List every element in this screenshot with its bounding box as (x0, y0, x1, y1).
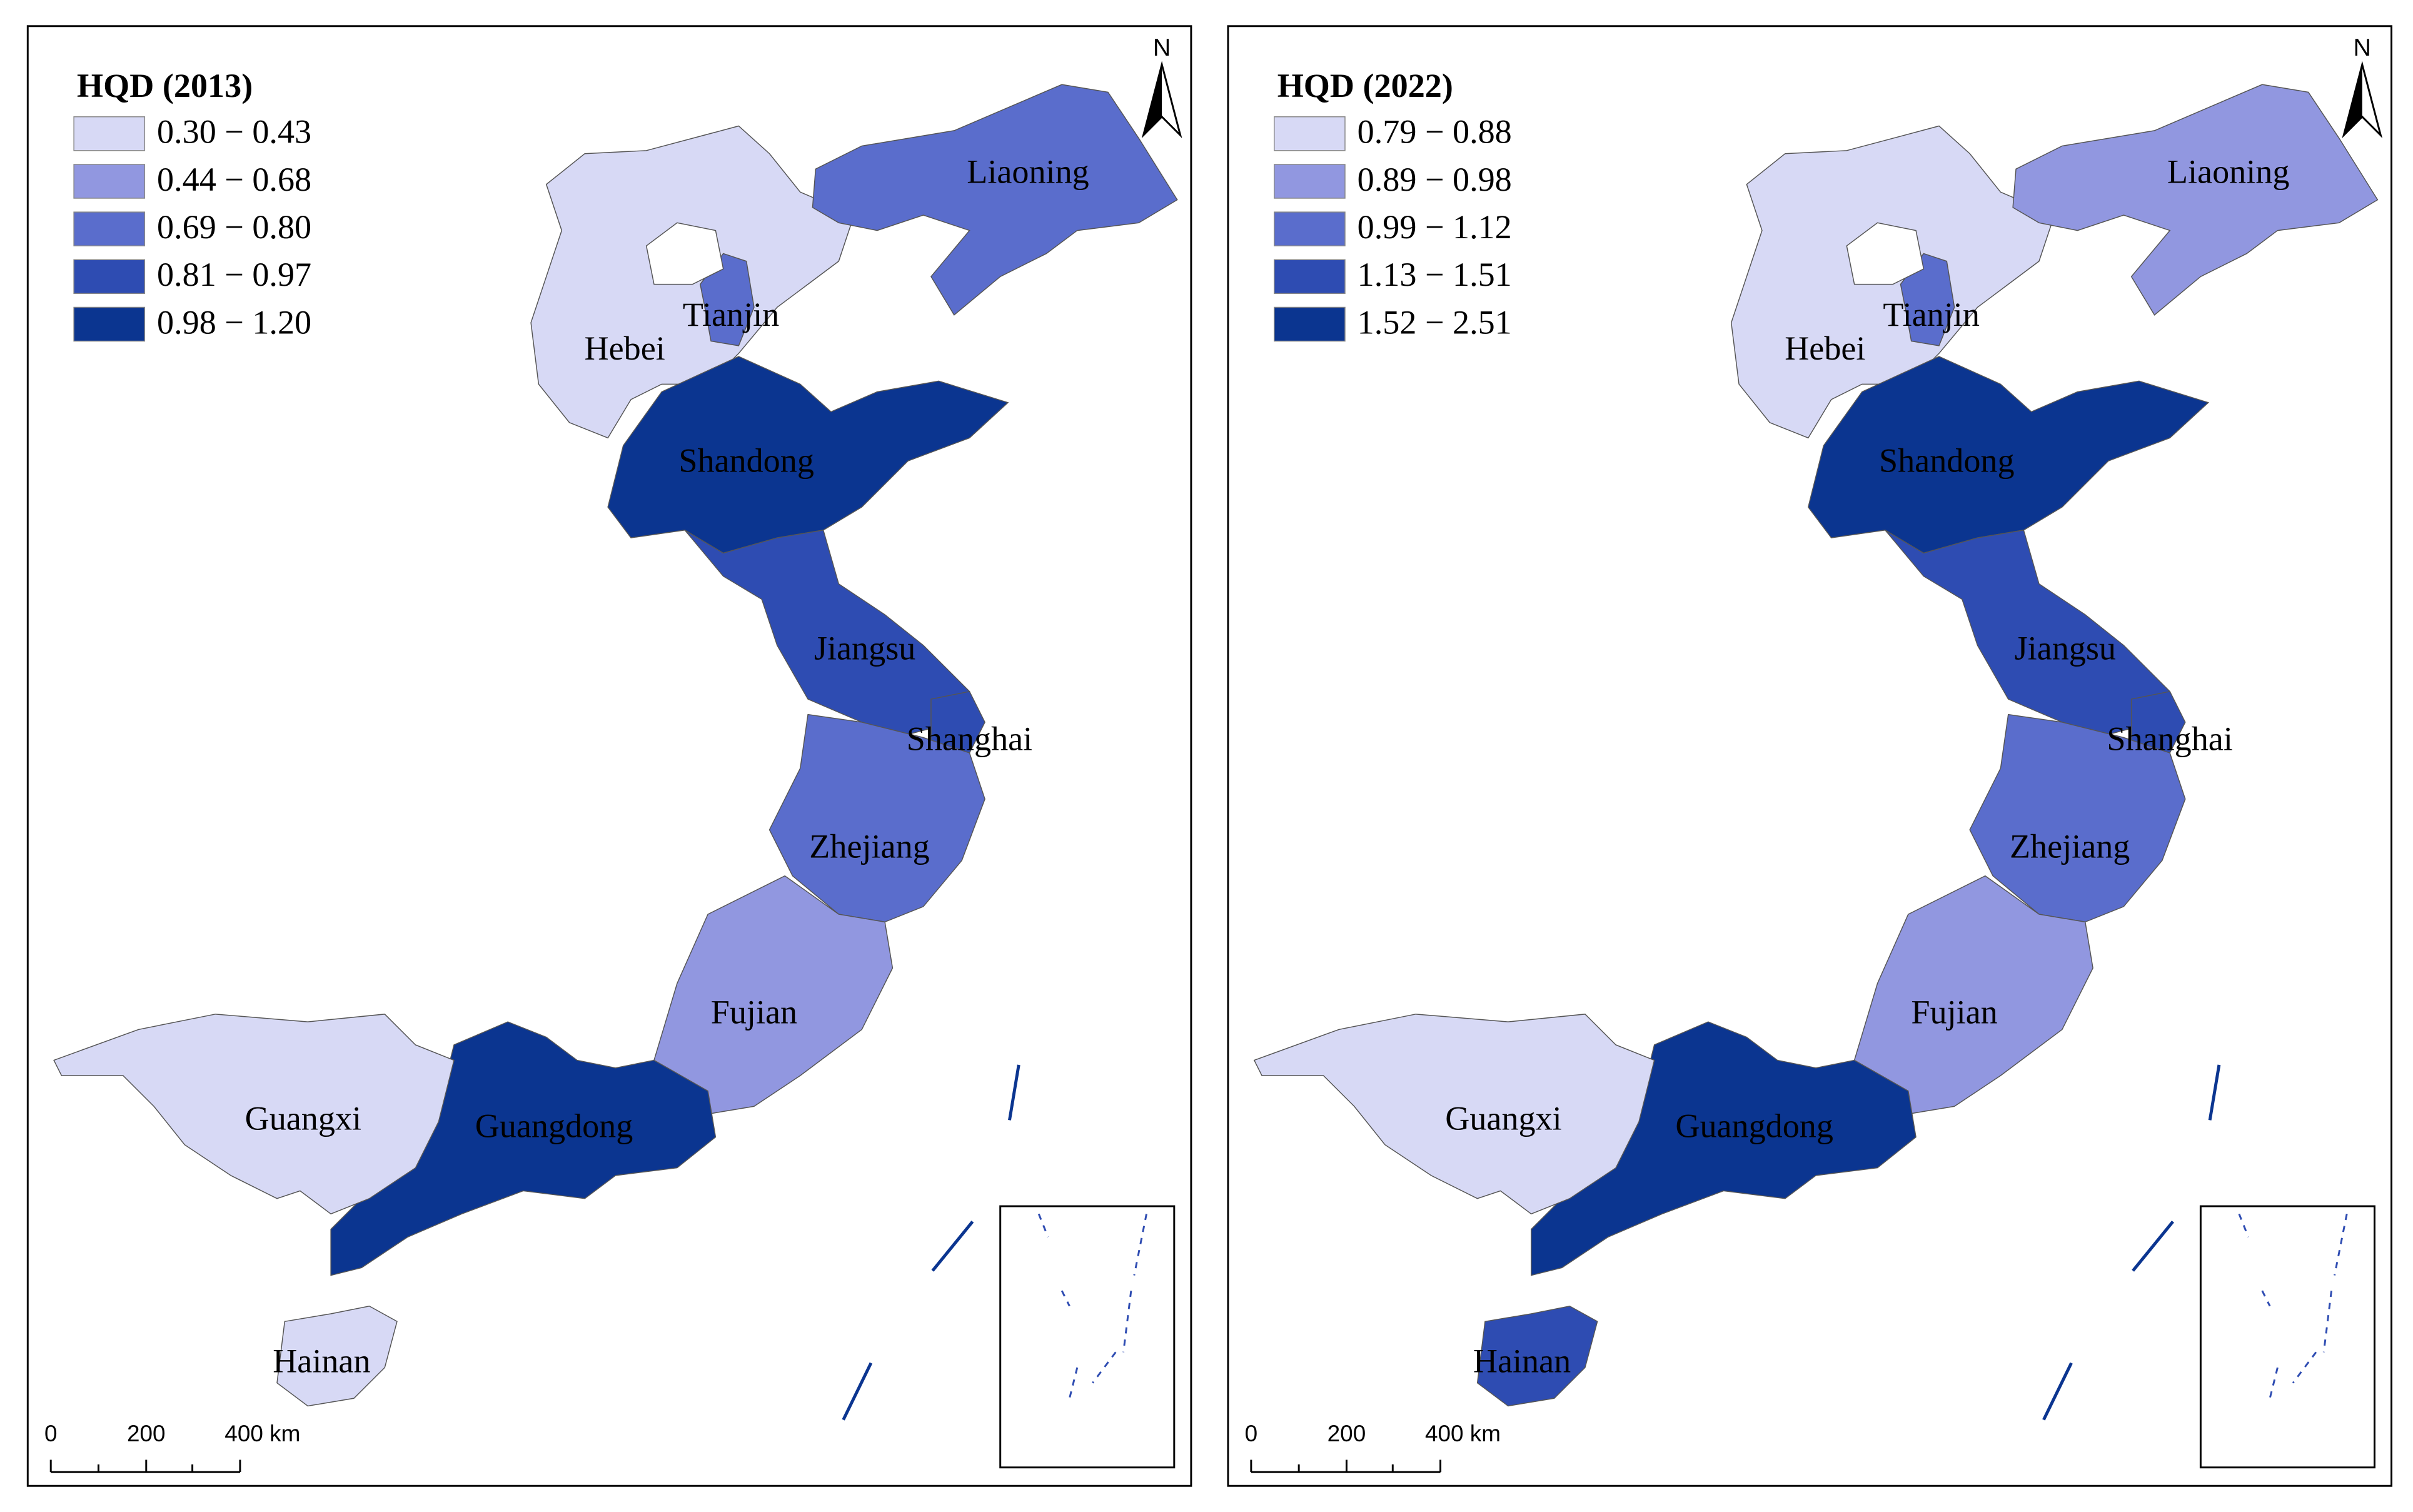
inset-islands (1037, 1213, 1147, 1399)
province-label: Hainan (1473, 1343, 1571, 1380)
province (768, 713, 985, 923)
province-label: Guangxi (1445, 1099, 1561, 1137)
scale-bar (49, 1459, 241, 1473)
map-panel: Hebei Tianjin Liaoning Shandong Jiangsu Shang… (1227, 25, 2393, 1487)
scale-label: 400 km (224, 1421, 300, 1446)
legend-label: 0.99 − 1.12 (1358, 208, 1512, 246)
province-label: Jiangsu (814, 629, 915, 667)
inset-islands (2238, 1213, 2348, 1399)
province-label: Shanghai (907, 720, 1032, 757)
province-label: Hebei (1785, 330, 1865, 367)
legend-label: 0.81 − 0.97 (157, 256, 311, 293)
province-label: Hainan (273, 1343, 370, 1380)
province (607, 356, 1009, 554)
scale-label: 0 (1245, 1421, 1258, 1446)
province (653, 875, 894, 1115)
legend-swatch (1274, 164, 1346, 199)
inset-frame (2199, 1205, 2375, 1469)
province (276, 1305, 398, 1407)
legend-swatch (73, 116, 146, 151)
province (1900, 253, 1955, 346)
scale-label: 200 (127, 1421, 166, 1446)
legend-swatch (1274, 116, 1346, 151)
legend-swatch (73, 306, 146, 342)
province (1807, 356, 2210, 554)
legend-label: 0.98 − 1.20 (157, 303, 311, 341)
province-label: Liaoning (967, 153, 1089, 191)
province-label: Guangdong (475, 1107, 633, 1145)
legend-label: 0.69 − 0.80 (157, 208, 311, 246)
north-label: N (2354, 34, 2371, 61)
province (2130, 690, 2186, 753)
scale-bar (1250, 1459, 1442, 1473)
province (1853, 875, 2093, 1115)
north-arrow-half (1143, 64, 1162, 136)
sea-lines (842, 1064, 1020, 1421)
beijing-blank (645, 222, 724, 285)
scale-label: 400 km (1425, 1421, 1501, 1446)
beijing-blank (1846, 222, 1925, 285)
legend-swatch (1274, 306, 1346, 342)
legend-swatch (1274, 211, 1346, 246)
legend-swatch (73, 211, 146, 246)
scale-label: 200 (1327, 1421, 1366, 1446)
legend-label: 0.89 − 0.98 (1358, 161, 1512, 198)
province (53, 1014, 455, 1215)
province-label: Tianjin (683, 296, 779, 333)
legend-swatch (73, 259, 146, 295)
legend-swatch (1274, 259, 1346, 295)
province-label: Jiangsu (2015, 629, 2116, 667)
province-label: Zhejiang (2010, 827, 2130, 865)
legend-label: 1.52 − 2.51 (1358, 303, 1512, 341)
province-label: Shandong (1879, 442, 2015, 480)
province-label: Shandong (678, 442, 814, 480)
map-panel: Hebei Tianjin Liaoning Shandong Jiangsu Shang… (26, 25, 1192, 1487)
province-label: Zhejiang (809, 827, 929, 865)
province (700, 253, 755, 346)
legend-label: 0.44 − 0.68 (157, 161, 311, 198)
scale-label: 0 (44, 1421, 58, 1446)
province-label: Shanghai (2107, 720, 2232, 757)
province-label: Fujian (711, 994, 797, 1031)
province-label: Guangdong (1675, 1107, 1833, 1145)
province-label: Tianjin (1883, 296, 1979, 333)
legend-title: HQD (2013) (77, 67, 253, 104)
sea-lines (2042, 1064, 2221, 1421)
north-label: N (1153, 34, 1171, 61)
legend-label: 1.13 − 1.51 (1358, 256, 1512, 293)
province (812, 84, 1178, 316)
province-label: Fujian (1911, 994, 1997, 1031)
legend-swatch (73, 164, 146, 199)
north-arrow-half (2344, 64, 2362, 136)
province (1476, 1305, 1598, 1407)
inset-frame (999, 1205, 1176, 1469)
province (2012, 84, 2379, 316)
legend-label: 0.79 − 0.88 (1358, 113, 1512, 151)
province (1253, 1014, 1655, 1215)
legend-title: HQD (2022) (1277, 67, 1453, 104)
province (930, 690, 985, 753)
province-label: Liaoning (2167, 153, 2289, 191)
province-label: Hebei (585, 330, 665, 367)
province (1969, 713, 2186, 923)
province-label: Guangxi (245, 1099, 361, 1137)
legend-label: 0.30 − 0.43 (157, 113, 311, 151)
